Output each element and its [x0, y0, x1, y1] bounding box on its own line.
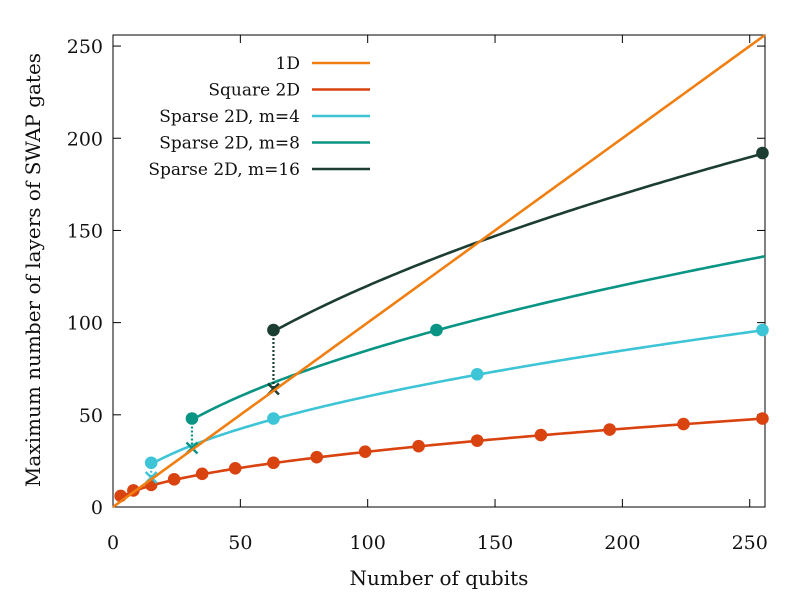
series-layer: [112, 33, 769, 509]
data-point: [310, 450, 324, 464]
data-point: [267, 323, 280, 337]
data-point: [534, 428, 548, 442]
series-curve: [112, 33, 766, 509]
data-point: [195, 467, 209, 481]
y-axis-label: Maximum number of layers of SWAP gates: [21, 53, 45, 487]
x-tick-label: 250: [732, 532, 768, 554]
plot-frame: [112, 34, 766, 508]
data-point: [470, 367, 484, 381]
x-tick-label: 200: [604, 532, 640, 554]
series-0: [112, 33, 766, 509]
series-1: [114, 412, 769, 503]
y-tick-label: 250: [67, 36, 103, 58]
series-curve: [191, 254, 766, 421]
data-point: [267, 456, 280, 470]
series-4: [267, 146, 769, 396]
x-tick-label: 100: [350, 532, 386, 554]
data-point: [144, 456, 158, 470]
data-point: [185, 412, 199, 425]
series-3: [185, 254, 766, 455]
data-point: [167, 473, 181, 486]
legend: 1D Square 2D Sparse 2D, m=4 Sparse 2D, m=8 S…: [148, 54, 370, 180]
data-point: [267, 412, 280, 425]
y-tick-label: 0: [91, 497, 103, 519]
axis-ticks: 0 50 100 150 200 250 0 50 100 150 200 250: [67, 35, 768, 554]
x-tick-label: 150: [477, 532, 513, 554]
data-point: [756, 146, 769, 160]
legend-label: Square 2D: [208, 81, 300, 101]
y-tick-label: 150: [67, 220, 103, 242]
data-point: [470, 434, 484, 447]
legend-label: Sparse 2D, m=16: [148, 160, 300, 180]
data-point: [228, 461, 242, 475]
data-point: [603, 423, 616, 436]
data-point: [412, 439, 425, 453]
data-point: [756, 323, 769, 337]
x-tick-label: 0: [107, 532, 119, 554]
data-point: [358, 445, 372, 458]
series-2: [144, 323, 769, 484]
series-curve: [272, 151, 766, 333]
x-tick-label: 50: [228, 532, 252, 554]
data-point: [430, 323, 443, 337]
y-tick-label: 200: [67, 128, 103, 150]
series-curve: [120, 417, 766, 499]
x-axis-label: Number of qubits: [350, 566, 529, 590]
legend-label: Sparse 2D, m=8: [159, 134, 300, 154]
y-tick-label: 50: [79, 405, 103, 427]
legend-label: 1D: [276, 54, 300, 74]
data-point: [677, 417, 690, 431]
series-curve: [150, 328, 766, 466]
legend-label: Sparse 2D, m=4: [159, 107, 300, 127]
data-point: [756, 412, 769, 425]
y-tick-label: 100: [67, 313, 103, 335]
